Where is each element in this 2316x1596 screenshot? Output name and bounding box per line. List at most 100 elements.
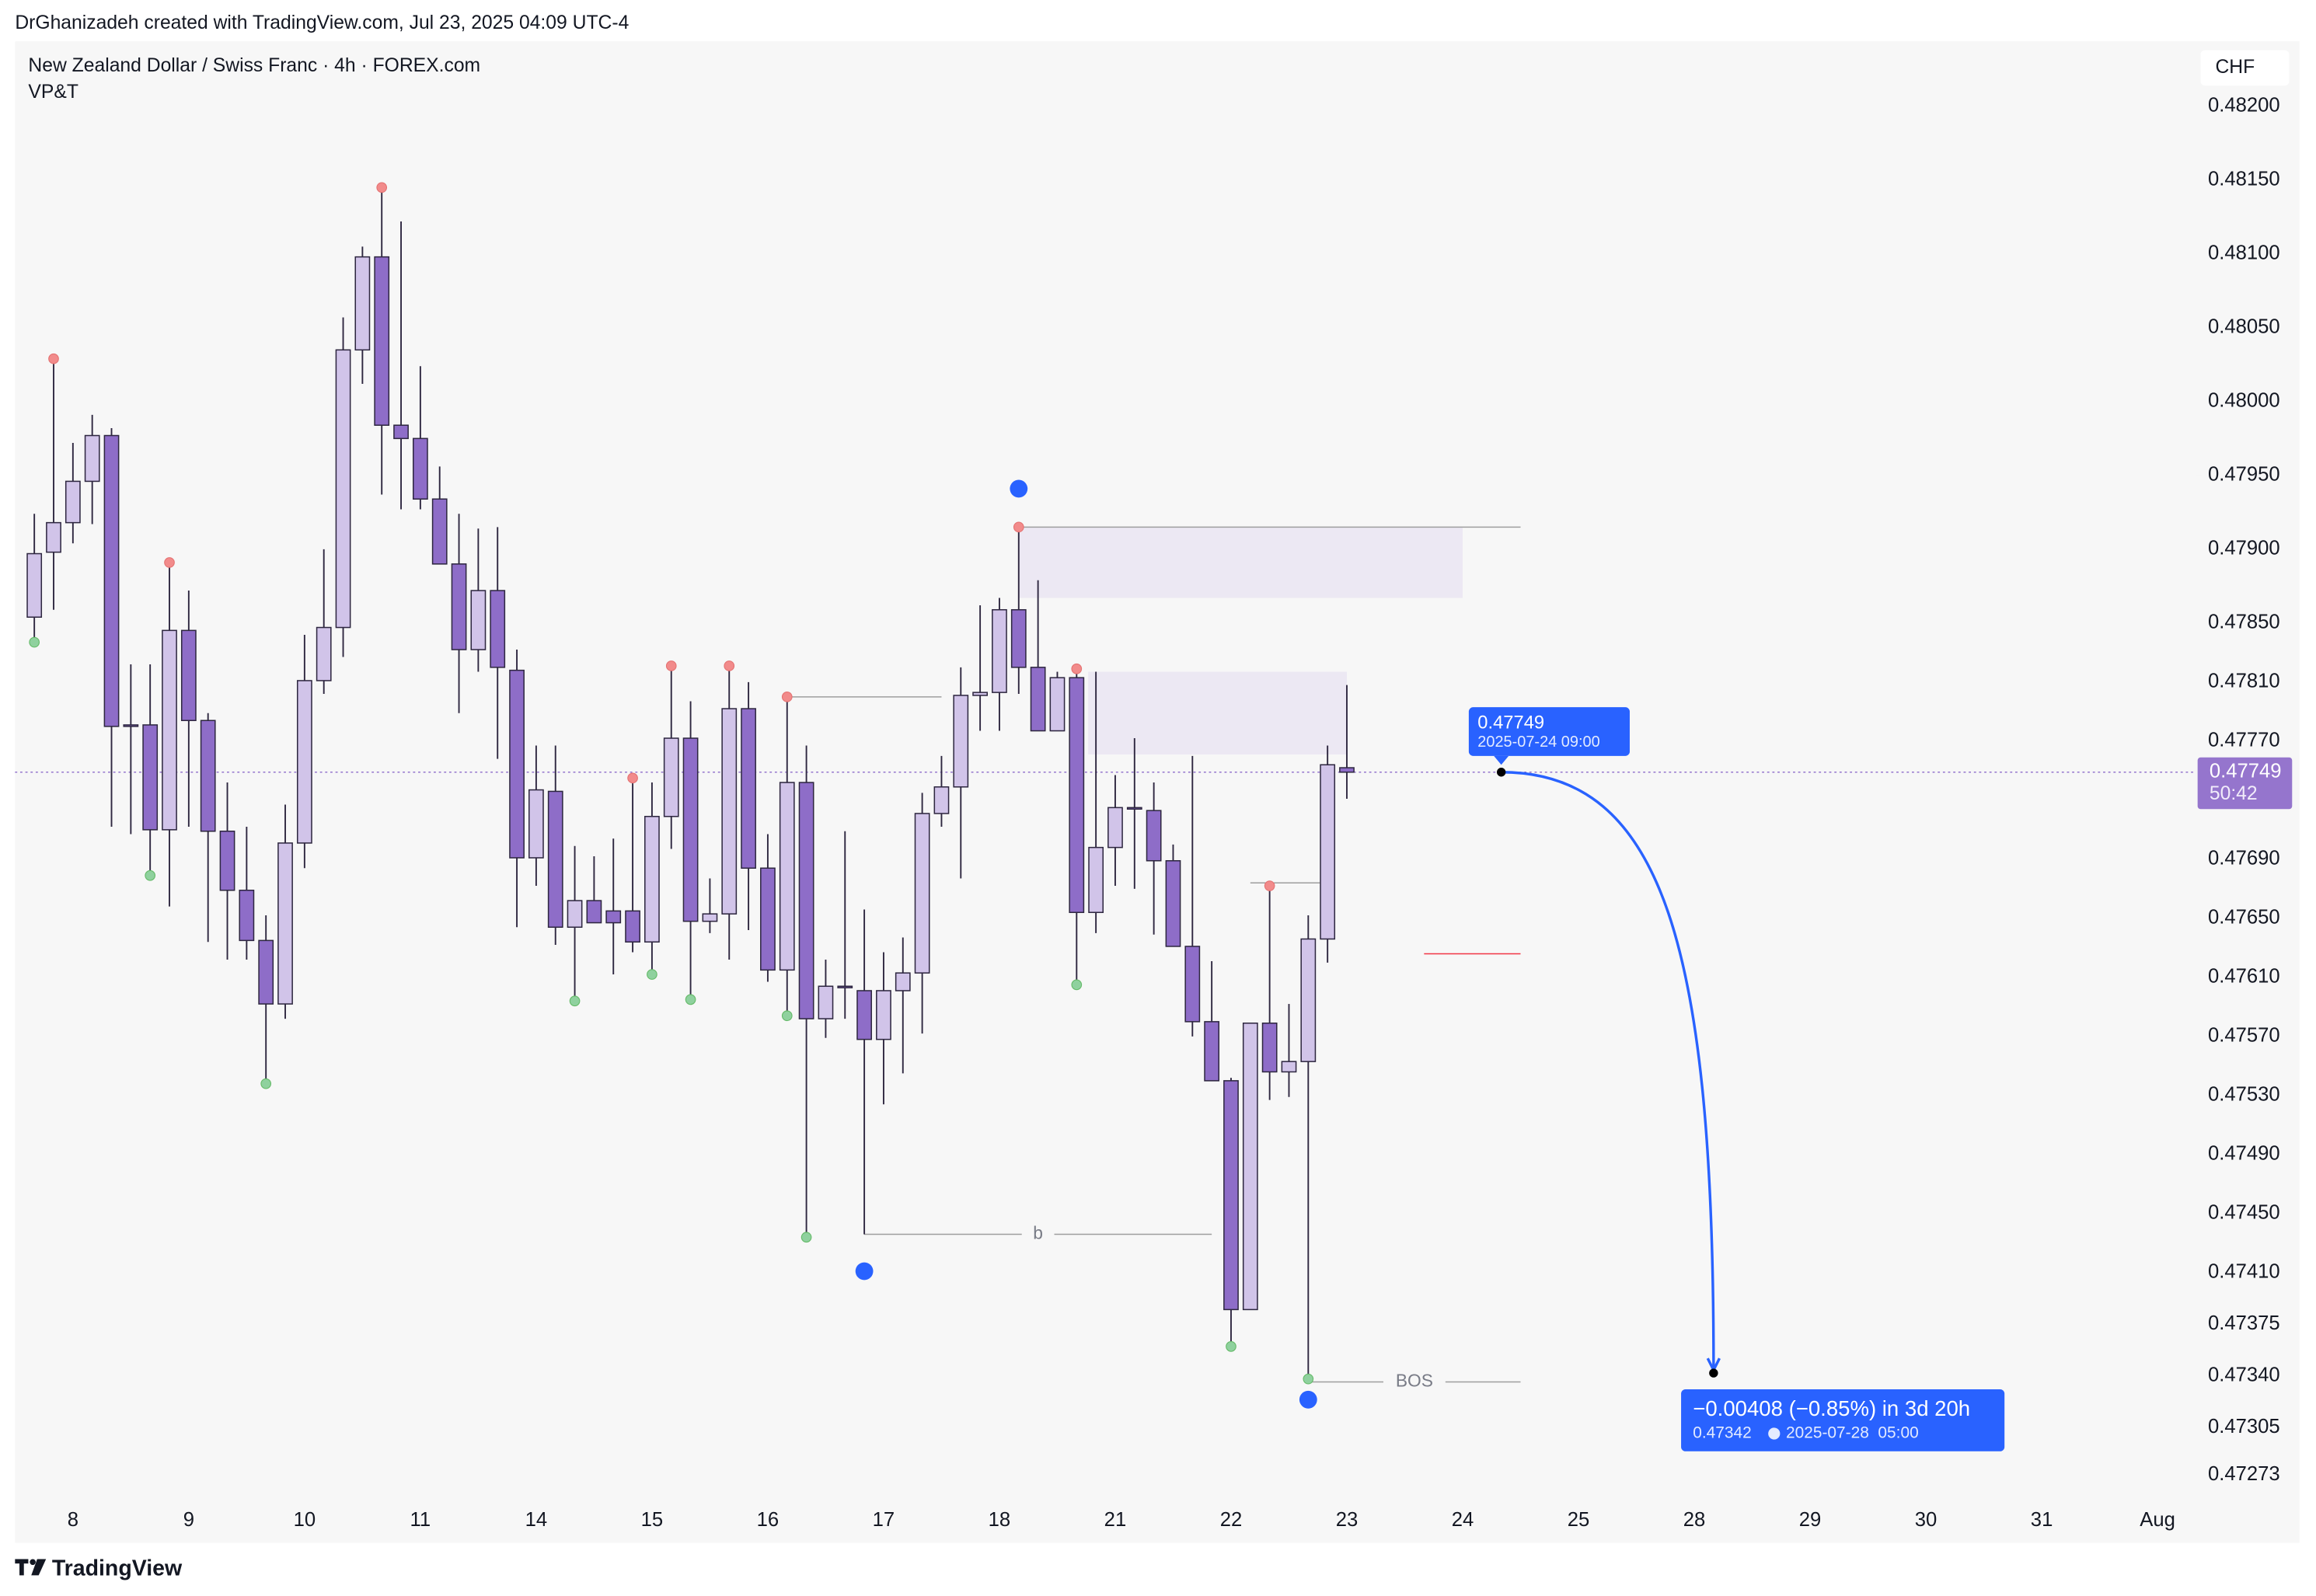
candle-body <box>412 437 428 500</box>
candle-body <box>1281 1061 1297 1073</box>
level-label: b <box>1033 1222 1043 1242</box>
x-tick-label: 10 <box>294 1509 316 1531</box>
x-tick-label: 18 <box>989 1509 1011 1531</box>
pivot-high <box>48 353 59 364</box>
projection-start <box>1496 768 1506 777</box>
candle-body <box>895 972 911 991</box>
currency-box[interactable] <box>2200 50 2290 86</box>
y-tick-label: 0.47650 <box>2208 907 2280 929</box>
candle-body <box>180 629 197 722</box>
x-tick-label: 17 <box>873 1509 895 1531</box>
candle-body <box>528 789 544 859</box>
candle-body <box>605 910 622 924</box>
pivot-high <box>376 182 388 193</box>
candle-body <box>1010 608 1027 668</box>
candle-body <box>1184 946 1201 1023</box>
candle-body <box>1126 807 1142 810</box>
y-tick-label: 0.48200 <box>2208 95 2280 117</box>
credit: DrGhanizadeh created with TradingView.co… <box>15 12 629 33</box>
y-tick-label: 0.47810 <box>2208 671 2280 692</box>
pivot-low <box>569 995 581 1007</box>
y-tick-label: 0.47770 <box>2208 730 2280 751</box>
y-tick-label: 0.47340 <box>2208 1364 2280 1386</box>
pivot-high <box>1071 663 1083 674</box>
candle-body <box>798 782 814 1019</box>
candle-body <box>239 889 255 942</box>
candle-body <box>972 692 988 696</box>
pivot-high <box>1264 880 1275 891</box>
candle-body <box>277 842 293 1005</box>
last-price-countdown: 50:42 <box>2210 783 2258 804</box>
last-price-box <box>2197 757 2293 810</box>
candle-body <box>760 867 776 971</box>
chart-bg <box>15 41 2300 1543</box>
candle-body <box>431 498 448 565</box>
projection-curve <box>1501 771 1715 1368</box>
y-tick-label: 0.47375 <box>2208 1312 2280 1334</box>
candle-body <box>451 563 467 650</box>
indicator-name: VP&T <box>28 82 78 103</box>
x-tick-label: 9 <box>183 1509 194 1531</box>
zone <box>1088 671 1347 754</box>
y-tick-label: 0.47273 <box>2208 1463 2280 1485</box>
candle-body <box>567 900 583 929</box>
y-tick-label: 0.47450 <box>2208 1202 2280 1224</box>
candle-body <box>1223 1080 1239 1311</box>
candle-body <box>84 434 100 483</box>
y-tick-label: 0.48150 <box>2208 169 2280 190</box>
currency[interactable]: CHF <box>2215 57 2255 78</box>
y-tick-label: 0.48000 <box>2208 390 2280 412</box>
pivot-high <box>781 692 793 702</box>
candle-body <box>470 590 487 650</box>
projection-start-time: 2025-07-24 09:00 <box>1477 734 1599 751</box>
candle-body <box>1146 810 1162 862</box>
candle-body <box>1339 767 1355 773</box>
x-tick-label: 23 <box>1336 1509 1359 1531</box>
candle-body <box>837 985 853 988</box>
pivot-low <box>685 994 696 1005</box>
candle-body <box>26 552 43 618</box>
x-tick-label: 16 <box>757 1509 780 1531</box>
candle-body <box>219 830 235 891</box>
y-tick-label: 0.48050 <box>2208 316 2280 338</box>
candle-body <box>1204 1021 1220 1082</box>
candle-body <box>1030 667 1046 732</box>
y-tick-label: 0.47410 <box>2208 1261 2280 1283</box>
logo-icon <box>15 1559 47 1576</box>
x-tick-label: 25 <box>1568 1509 1590 1531</box>
symbol-title: New Zealand Dollar / Swiss Franc · 4h · … <box>28 55 480 76</box>
candle-body <box>296 680 312 844</box>
pivot-high <box>627 772 638 784</box>
x-tick-label: 15 <box>641 1509 664 1531</box>
candle-body <box>1069 677 1085 914</box>
projection-end-price: 0.47342 <box>1693 1424 1752 1442</box>
x-tick-label: 8 <box>68 1509 78 1531</box>
candle-body <box>547 790 563 929</box>
pivot-low <box>29 636 40 648</box>
y-tick-label: 0.47950 <box>2208 464 2280 486</box>
candle-body <box>1107 807 1123 849</box>
swing-marker <box>1010 479 1028 498</box>
pivot-high <box>665 660 677 671</box>
candle-body <box>625 910 640 943</box>
candle-body <box>721 708 738 915</box>
last-price-label: 0.47749 <box>2210 761 2282 782</box>
y-tick-label: 0.47490 <box>2208 1143 2280 1165</box>
y-tick-label: 0.47530 <box>2208 1084 2280 1106</box>
candle-body <box>46 521 61 553</box>
candle-body <box>779 782 795 971</box>
candle-body <box>682 737 699 922</box>
candle-body <box>856 990 872 1040</box>
candle-body <box>702 913 718 922</box>
x-tick-label: 21 <box>1104 1509 1127 1531</box>
candle-body <box>316 626 332 681</box>
y-tick-label: 0.47850 <box>2208 612 2280 633</box>
projection-end-time: 2025-07-28 05:00 <box>1786 1424 1919 1442</box>
candle-body <box>490 590 506 668</box>
candle-body <box>933 786 950 814</box>
candle-body <box>1320 764 1336 940</box>
candle-body <box>741 708 756 869</box>
candle-body <box>162 629 177 831</box>
candle-body <box>142 724 159 831</box>
